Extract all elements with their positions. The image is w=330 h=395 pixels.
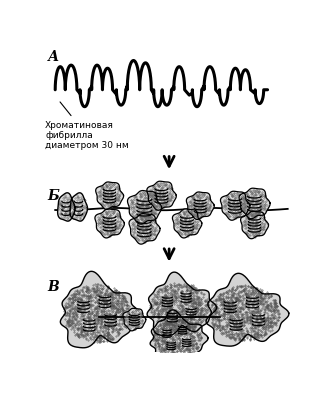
Polygon shape: [172, 209, 202, 238]
Text: Б: Б: [48, 189, 59, 203]
Polygon shape: [129, 214, 160, 244]
Text: В: В: [48, 280, 59, 295]
Polygon shape: [58, 193, 75, 221]
Polygon shape: [150, 310, 208, 361]
Polygon shape: [206, 273, 289, 346]
Polygon shape: [239, 188, 270, 219]
Polygon shape: [186, 192, 214, 220]
Polygon shape: [127, 190, 162, 224]
Polygon shape: [241, 211, 269, 239]
Polygon shape: [220, 191, 250, 220]
Polygon shape: [147, 181, 176, 210]
Polygon shape: [70, 193, 87, 221]
Text: Хроматиновая
фибрилла
диаметром 30 нм: Хроматиновая фибрилла диаметром 30 нм: [45, 102, 129, 150]
Polygon shape: [147, 272, 216, 336]
Text: А: А: [48, 50, 59, 64]
Polygon shape: [96, 182, 124, 209]
Polygon shape: [60, 271, 140, 348]
Polygon shape: [95, 209, 124, 238]
Polygon shape: [123, 308, 146, 331]
